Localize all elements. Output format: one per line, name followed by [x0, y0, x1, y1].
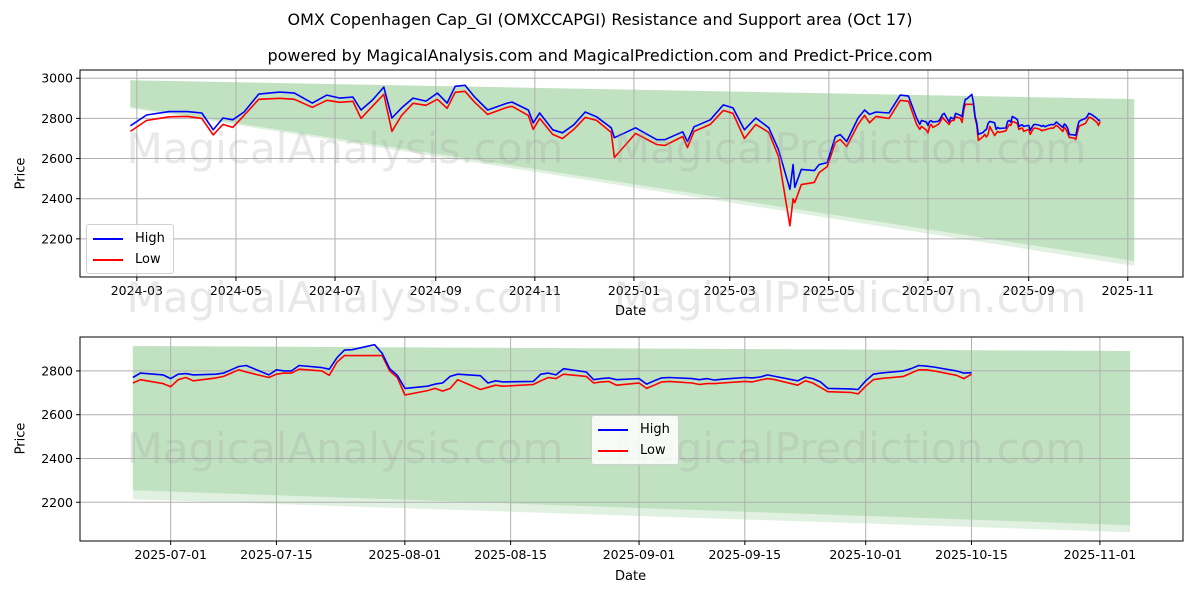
y-tick-label: 2400 [41, 191, 73, 206]
x-tick-label: 2025-08-01 [369, 547, 442, 562]
watermark-text: MagicalAnalysis.com [127, 273, 564, 322]
watermark-text: MagicalPrediction.com [614, 273, 1087, 322]
x-tick-label: 2025-01 [608, 283, 660, 298]
x-tick-label: 2024-09 [410, 283, 462, 298]
legend-entry-high: High [598, 419, 670, 440]
high-series-line [132, 343, 972, 391]
bottom-legend: High Low [591, 415, 679, 465]
y-tick-label: 2600 [41, 151, 73, 166]
x-tick-label: 2025-10-15 [935, 547, 1008, 562]
high-swatch [598, 428, 628, 431]
x-tick-label: 2025-09 [1003, 283, 1055, 298]
axes-frame [79, 69, 1184, 278]
chart-title: OMX Copenhagen Cap_GI (OMXCCAPGI) Resist… [287, 10, 913, 29]
low-series-line [129, 90, 1101, 227]
x-tick-label: 2024-11 [509, 283, 561, 298]
x-tick-label: 2025-08-15 [474, 547, 547, 562]
low-swatch [93, 258, 123, 261]
y-tick-label: 2800 [41, 363, 73, 378]
watermark-text: MagicalAnalysis.com [127, 424, 564, 473]
top-legend: High Low [86, 224, 174, 274]
plot-area [80, 70, 1183, 277]
x-tick-label: 2024-03 [111, 283, 163, 298]
chart-subtitle: powered by MagicalAnalysis.com and Magic… [267, 46, 933, 65]
x-tick-label: 2025-09-15 [708, 547, 781, 562]
top-x-axis-label: Date [615, 304, 647, 319]
x-tick-label: 2025-07 [902, 283, 954, 298]
x-tick-label: 2025-07-01 [134, 547, 207, 562]
legend-label-low: Low [135, 252, 161, 267]
x-tick-label: 2025-07-15 [240, 547, 313, 562]
high-swatch [93, 237, 123, 240]
x-tick-label: 2025-11 [1102, 283, 1154, 298]
legend-entry-high: High [93, 228, 165, 249]
bottom-x-axis-label: Date [615, 569, 647, 584]
y-tick-label: 2200 [41, 495, 73, 510]
watermark-text: MagicalPrediction.com [614, 424, 1087, 473]
x-tick-label: 2025-11-01 [1064, 547, 1137, 562]
legend-entry-low: Low [598, 440, 670, 461]
top-chart: 2200 2400 2600 2800 3000 2024-03 2024-05 2024-0… [41, 69, 1184, 298]
y-tick-label: 2800 [41, 111, 73, 126]
low-series-line [132, 354, 972, 396]
top-y-axis-label: Price [13, 157, 29, 190]
legend-label-high: High [135, 231, 165, 246]
x-tick-label: 2024-07 [309, 283, 361, 298]
y-tick-label: 2600 [41, 407, 73, 422]
x-tick-label: 2024-05 [210, 283, 262, 298]
legend-label-high: High [640, 422, 670, 437]
y-tick-label: 2200 [41, 231, 73, 246]
low-swatch [598, 449, 628, 452]
y-tick-label: 2400 [41, 451, 73, 466]
y-tick-label: 3000 [41, 71, 73, 86]
axes-frame [79, 336, 1184, 542]
legend-label-low: Low [640, 443, 666, 458]
watermark-text: MagicalPrediction.com [614, 124, 1087, 173]
resistance-support-band [130, 80, 1135, 261]
legend-entry-low: Low [93, 249, 165, 270]
x-tick-label: 2025-10-01 [829, 547, 902, 562]
watermark-text: MagicalAnalysis.com [127, 124, 564, 173]
x-tick-label: 2025-09-01 [603, 547, 676, 562]
x-tick-label: 2025-03 [704, 283, 756, 298]
high-series-line [129, 84, 1101, 191]
bottom-y-axis-label: Price [13, 422, 29, 455]
x-tick-label: 2025-05 [803, 283, 855, 298]
